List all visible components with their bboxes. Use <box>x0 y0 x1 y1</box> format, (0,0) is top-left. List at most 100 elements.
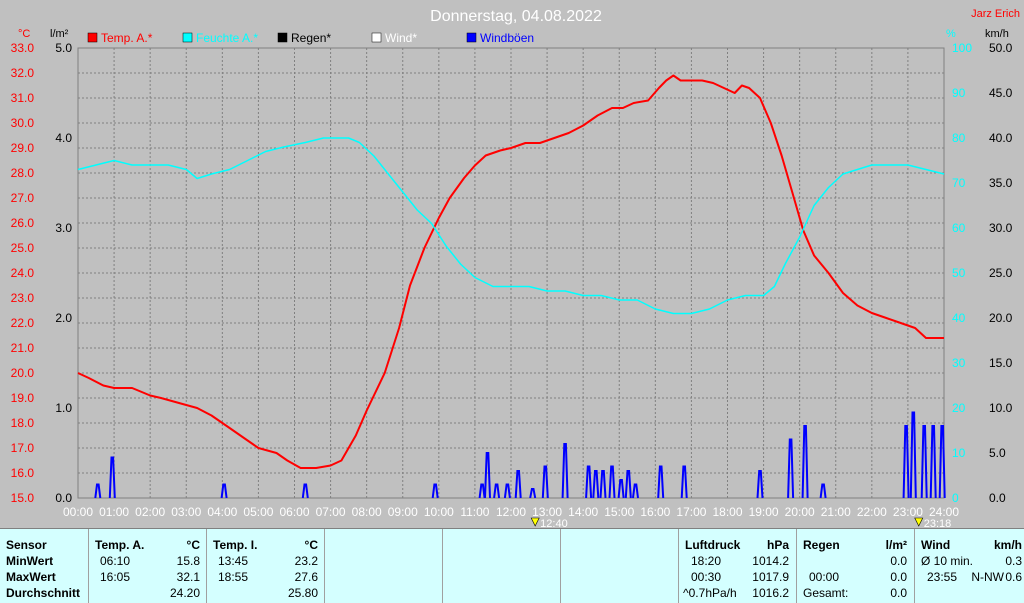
wind-max-time: 23:55 <box>927 570 958 584</box>
x-tick-label: 13:00 <box>532 505 562 519</box>
temp-tick-label: 18.0 <box>11 416 35 430</box>
series-line-humidity <box>77 137 945 315</box>
x-tick-label: 21:00 <box>821 505 851 519</box>
humidity-unit-label: % <box>946 28 956 40</box>
temp-a-max-time: 16:05 <box>100 570 131 584</box>
gust-spike <box>929 425 937 499</box>
gust-spike <box>632 483 639 499</box>
temp-tick-label: 24.0 <box>11 266 35 280</box>
grid <box>78 48 944 498</box>
gust-spike <box>819 483 827 499</box>
gust-spike <box>787 438 795 499</box>
gust-spike <box>529 488 537 499</box>
x-tick-label: 15:00 <box>604 505 634 519</box>
temp-tick-label: 29.0 <box>11 141 35 155</box>
x-tick-label: 20:00 <box>785 505 815 519</box>
temp-i-max-time: 18:55 <box>218 570 249 584</box>
x-tick-label: 22:00 <box>857 505 887 519</box>
gust-spike <box>514 470 522 499</box>
x-tick-label: 18:00 <box>712 505 742 519</box>
humidity-tick-label: 20 <box>952 401 966 415</box>
gust-spike <box>220 483 228 499</box>
max-label: MaxWert <box>6 570 56 584</box>
gust-spike <box>478 483 486 499</box>
temp-unit-label: °C <box>18 28 30 40</box>
station-name: Jarz Erich <box>971 8 1020 20</box>
temp-tick-label: 21.0 <box>11 341 35 355</box>
temp-i-min-value: 23.2 <box>294 554 318 568</box>
temp-i-avg: 25.80 <box>287 586 318 600</box>
temp-tick-label: 30.0 <box>11 116 35 130</box>
rain-tick-label: 4.0 <box>55 131 72 145</box>
humidity-tick-label: 90 <box>952 86 966 100</box>
pressure-current: 1016.2 <box>752 586 789 600</box>
series-line-temp <box>77 74 944 469</box>
x-tick-label: 24:00 <box>929 505 959 519</box>
rain-min-value: 0.0 <box>890 554 907 568</box>
pressure-max-time: 00:30 <box>691 570 722 584</box>
wind-unit: km/h <box>993 538 1022 552</box>
pressure-header: Luftdruck <box>685 538 741 552</box>
wind-tick-label: 45.0 <box>989 86 1013 100</box>
pressure-unit: hPa <box>766 538 789 552</box>
gust-spike <box>608 465 616 499</box>
temp-tick-label: 16.0 <box>11 466 35 480</box>
x-tick-label: 16:00 <box>640 505 670 519</box>
rain-header: Regen <box>803 538 840 552</box>
x-tick-label: 17:00 <box>676 505 706 519</box>
x-tick-label: 19:00 <box>749 505 779 519</box>
x-tick-label: 03:00 <box>171 505 201 519</box>
x-tick-label: 00:00 <box>63 505 93 519</box>
humidity-tick-label: 60 <box>952 221 966 235</box>
x-tick-label: 07:00 <box>316 505 346 519</box>
wind-avg-label: Ø 10 min. <box>921 554 974 568</box>
summary-panel: Sensor MinWert MaxWert Durchschnitt Temp… <box>0 528 1024 603</box>
legend-label: Temp. A.* <box>101 31 153 45</box>
temp-tick-label: 15.0 <box>11 491 35 505</box>
gust-spike <box>493 483 501 499</box>
avg-label: Durchschnitt <box>6 586 81 600</box>
temp-tick-label: 19.0 <box>11 391 35 405</box>
wind-tick-label: 20.0 <box>989 311 1013 325</box>
humidity-tick-label: 100 <box>952 41 972 55</box>
gust-spike <box>94 483 102 499</box>
gust-spike <box>756 470 764 499</box>
humidity-tick-label: 30 <box>952 356 966 370</box>
temp-tick-label: 17.0 <box>11 441 35 455</box>
gust-spike <box>624 470 632 499</box>
legend-label: Regen* <box>291 31 331 45</box>
temp-i-min-time: 13:45 <box>218 554 249 568</box>
gust-spike <box>938 425 946 499</box>
gust-spike <box>657 465 665 499</box>
temp-tick-label: 26.0 <box>11 216 35 230</box>
min-label: MinWert <box>6 554 54 568</box>
x-tick-label: 02:00 <box>135 505 165 519</box>
x-tick-label: 12:00 <box>496 505 526 519</box>
wind-header: Wind <box>921 538 951 552</box>
humidity-tick-label: 0 <box>952 491 959 505</box>
x-tick-label: 04:00 <box>207 505 237 519</box>
gust-spike <box>801 425 809 499</box>
gust-spike <box>680 465 688 499</box>
rain-tick-label: 1.0 <box>55 401 72 415</box>
wind-unit-label: km/h <box>985 28 1009 40</box>
wind-tick-label: 5.0 <box>989 446 1006 460</box>
rain-tick-label: 0.0 <box>55 491 72 505</box>
wind-tick-label: 35.0 <box>989 176 1013 190</box>
gust-spike <box>431 483 439 499</box>
legend-swatch <box>371 32 382 43</box>
sun-marker-label: 12:40 <box>540 518 568 528</box>
legend-label: Wind* <box>385 31 417 45</box>
gust-spike <box>484 452 491 499</box>
legend-swatch <box>466 32 477 43</box>
wind-avg-value: 0.3 <box>1005 554 1022 568</box>
gust-spike <box>503 483 511 499</box>
wind-max-dir: N-NW <box>971 570 1004 584</box>
gust-spike <box>108 456 116 499</box>
legend: Temp. A.* Feuchte A.* Regen* Wind* Windböen <box>87 31 534 45</box>
pressure-trend: ^0.7hPa/h <box>683 586 737 600</box>
humidity-tick-label: 80 <box>952 131 966 145</box>
wind-max-value: 0.6 <box>1005 570 1022 584</box>
x-tick-label: 08:00 <box>352 505 382 519</box>
chart-title: Donnerstag, 04.08.2022 <box>430 8 602 25</box>
